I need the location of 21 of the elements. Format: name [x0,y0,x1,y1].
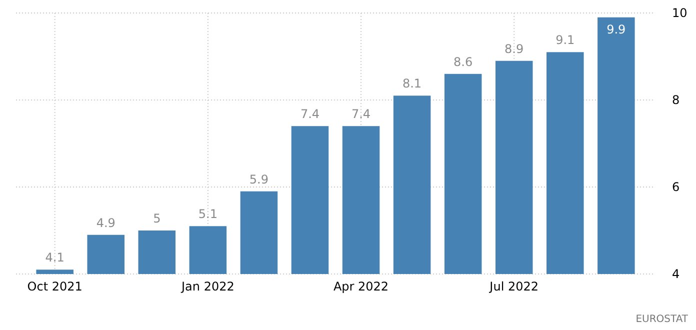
x-tick-label: Apr 2022 [333,280,389,294]
text: EUROSTAT [636,314,689,325]
x-tick-label: Jan 2022 [180,280,234,294]
data-label: 4.1 [45,250,64,265]
y-tick-label: 6 [672,180,680,194]
data-label: 9.9 [606,22,626,36]
data-label: 5.9 [249,172,268,186]
y-tick-label: 10 [672,6,688,20]
data-label: 8.1 [402,76,422,91]
data-label: 8.9 [504,42,524,56]
x-tick-label: Jul 2022 [488,280,539,294]
y-tick-label: 8 [672,92,680,107]
data-label: 8.6 [454,54,473,69]
y-tick-label: 4 [672,266,680,281]
x-tick-label: Oct 2021 [27,280,82,294]
data-label: 9.1 [556,33,575,48]
data-label: 5.1 [198,207,218,222]
data-label: 4.9 [96,216,116,230]
data-label: 7.4 [351,107,371,122]
data-label: 5 [153,212,161,226]
data-label: 7.4 [300,107,320,122]
